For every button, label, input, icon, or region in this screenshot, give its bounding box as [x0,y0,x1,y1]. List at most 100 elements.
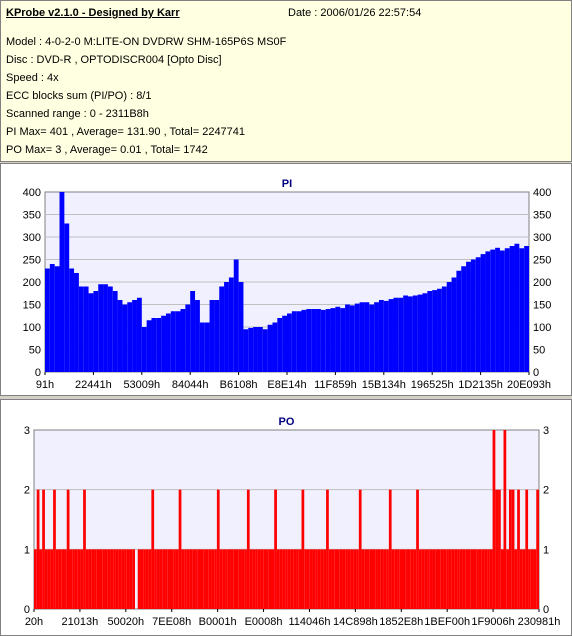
pi-bar [69,268,75,372]
po-bar [148,549,152,609]
pi-bar [320,309,326,372]
po-bar [170,549,174,609]
po-bar [69,549,73,609]
pi-bar [282,315,287,372]
po-bar [83,489,86,609]
pi-bar [233,259,239,372]
po-x-tick-label: 1852E8h [379,616,423,628]
pi-bar [136,297,142,372]
po-bar [44,549,48,609]
po-bar [39,549,43,609]
po-bar [492,430,496,609]
pi-x-tick-label: 91h [36,379,54,391]
pi-y-tick-label-right: 0 [533,367,539,379]
po-bar [222,549,226,609]
pi-bar [359,302,365,372]
po-bar [525,489,529,609]
pi-bar [480,254,486,372]
po-bar [126,549,130,609]
pi-bar [296,311,302,372]
po-bar [203,549,206,609]
po-bar [140,549,144,609]
po-bar [246,489,250,609]
po-bar [36,489,40,609]
po-bar [137,549,141,609]
po-y-tick-label: 3 [24,425,30,437]
po-bar [236,549,239,609]
pi-bar [393,297,399,372]
po-bar [399,549,403,609]
po-bar [462,549,466,609]
po-bar [457,549,460,609]
po-bar [397,549,400,609]
pi-bar [262,329,268,372]
po-bar [55,549,59,609]
pi-bar [170,311,176,372]
pi-y-tick-label-right: 100 [533,322,551,334]
po-bar [285,549,288,609]
po-bar [473,549,477,609]
pi-x-tick-label: 84044h [172,379,209,391]
pi-bar [98,284,104,372]
po-bar [326,489,329,609]
pi-bar [127,302,133,372]
pi-bar [524,246,529,372]
po-y-tick-label: 0 [24,604,30,616]
po-bar [244,549,247,609]
po-bar [407,549,411,609]
po-bar [337,549,340,609]
pi-stats-line: PI Max= 401 , Average= 131.90 , Total= 2… [6,126,246,138]
po-bar [309,549,313,609]
po-bar [522,549,526,609]
pi-bar [441,286,447,372]
pi-bar [499,250,505,372]
pi-bar [156,318,162,372]
po-bar [487,549,490,609]
pi-bar [277,318,283,372]
pi-bar [83,286,89,372]
po-bar [446,549,449,609]
pi-bar [427,291,433,372]
po-y-tick-label-right: 0 [543,604,549,616]
po-bar [438,549,441,609]
po-bar [205,549,209,609]
po-bar [427,549,430,609]
pi-y-tick-label-right: 350 [533,210,551,222]
po-bar [323,549,327,609]
pi-x-tick-label: 53009h [123,379,160,391]
po-bar [372,549,376,609]
pi-x-tick-label: E8E14h [267,379,306,391]
po-bar [85,549,89,609]
pi-bar [412,295,418,372]
po-y-tick-label: 2 [24,485,30,497]
pi-bar [354,303,360,372]
pi-y-tick-label: 0 [35,367,41,379]
po-stats-line: PO Max= 3 , Average= 0.01 , Total= 1742 [6,144,208,156]
pi-bar [151,318,157,372]
po-bar [468,549,471,609]
po-bar [361,549,365,609]
po-bar [481,549,485,609]
speed-line: Speed : 4x [6,72,59,84]
po-x-tick-label: 1F9006h [471,616,514,628]
pi-bar [398,297,404,372]
pi-x-tick-label: 1D2135h [458,379,503,391]
po-bar [391,549,395,609]
po-bar [418,549,422,609]
pi-bar [190,291,196,372]
po-x-tick-label: B0001h [199,616,237,628]
info-panel: KProbe v2.1.0 - Designed by Karr Date : … [0,0,572,162]
pi-bar [451,277,457,372]
po-x-tick-label: 14C898h [333,616,378,628]
pi-y-tick-label: 400 [23,187,41,199]
po-bar [435,549,438,609]
app-title: KProbe v2.1.0 - Designed by Karr [6,7,180,19]
po-bar [304,549,307,609]
pi-bar [122,304,128,372]
po-bar [208,549,212,609]
po-bar [334,549,337,609]
disc-line: Disc : DVD-R , OPTODISCR004 [Opto Disc] [6,54,222,66]
po-bar [186,549,190,609]
po-bar [61,549,65,609]
pi-bar [54,266,60,372]
